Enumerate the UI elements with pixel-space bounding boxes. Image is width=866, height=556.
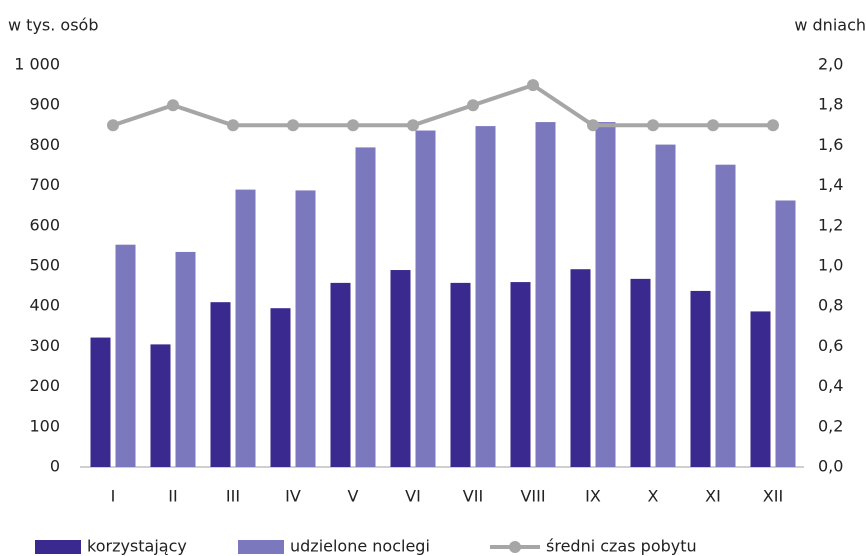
line-marker [407, 119, 419, 132]
y2-tick-label: 1,0 [818, 256, 843, 275]
x-tick-label: II [168, 487, 177, 506]
bar [330, 282, 351, 467]
x-tick-label: IV [285, 487, 301, 506]
x-tick-label: XII [763, 487, 783, 506]
x-tick-label: I [111, 487, 116, 506]
bar [150, 344, 171, 467]
bar [355, 147, 376, 467]
y-tick-label: 100 [29, 416, 60, 435]
bar [415, 130, 436, 467]
bar [510, 282, 531, 467]
y-tick-label: 700 [29, 175, 60, 194]
bar [715, 164, 736, 468]
y-axis-label: w tys. osób [8, 16, 99, 35]
y2-tick-label: 2,0 [818, 55, 843, 74]
line-marker [587, 119, 599, 132]
x-tick-label: VI [405, 487, 421, 506]
x-tick-label: VIII [520, 487, 545, 506]
y-tick-label: 1 000 [14, 55, 60, 74]
x-tick-label: IX [585, 487, 601, 506]
line-marker [347, 119, 359, 132]
legend-swatch [238, 540, 284, 554]
y-tick-label: 400 [29, 296, 60, 315]
y-tick-label: 600 [29, 215, 60, 234]
bar [535, 122, 556, 468]
y2-tick-label: 0,0 [818, 457, 843, 476]
bar [115, 244, 136, 467]
line-marker [287, 119, 299, 132]
legend-swatch [35, 540, 81, 554]
x-tick-label: XI [705, 487, 721, 506]
y-tick-label: 900 [29, 95, 60, 114]
bar [775, 200, 796, 467]
y-tick-label: 800 [29, 135, 60, 154]
bar [90, 337, 111, 467]
line-marker [767, 119, 779, 132]
line [112, 83, 773, 128]
bar [295, 190, 316, 467]
bar [595, 122, 616, 468]
y-tick-label: 500 [29, 256, 60, 275]
legend-label: średni czas pobytu [546, 537, 697, 556]
line-marker [467, 99, 479, 112]
line-marker [107, 119, 119, 132]
bar [175, 251, 196, 467]
x-tick-label: VII [463, 487, 483, 506]
line-marker [647, 119, 659, 132]
bar [570, 269, 591, 467]
y-tick-label: 300 [29, 336, 60, 355]
y-tick-label: 0 [50, 457, 60, 476]
bar [690, 290, 711, 467]
y2-tick-label: 1,6 [818, 135, 843, 154]
bar [655, 144, 676, 467]
line-marker [227, 119, 239, 132]
bar [235, 189, 256, 467]
bar [390, 270, 411, 467]
y2-tick-label: 0,2 [818, 416, 843, 435]
bar [750, 311, 771, 467]
bar [475, 126, 496, 467]
y2-tick-label: 1,8 [818, 95, 843, 114]
line-marker [527, 79, 539, 92]
x-tick-label: V [348, 487, 359, 506]
line-marker [167, 99, 179, 112]
bar [450, 282, 471, 467]
y2-axis-label: w dniach [794, 16, 866, 35]
y2-tick-label: 0,4 [818, 376, 843, 395]
line-marker [707, 119, 719, 132]
legend-swatch [509, 541, 521, 553]
y2-tick-label: 1,2 [818, 215, 843, 234]
y2-tick-label: 0,6 [818, 336, 843, 355]
bar [270, 308, 291, 467]
x-tick-label: X [648, 487, 659, 506]
bar [630, 278, 651, 467]
y2-tick-label: 1,4 [818, 175, 843, 194]
bar [210, 302, 231, 467]
legend-label: udzielone noclegi [290, 537, 430, 556]
x-tick-label: III [226, 487, 240, 506]
y2-tick-label: 0,8 [818, 296, 843, 315]
legend-label: korzystający [87, 537, 187, 556]
y-tick-label: 200 [29, 376, 60, 395]
